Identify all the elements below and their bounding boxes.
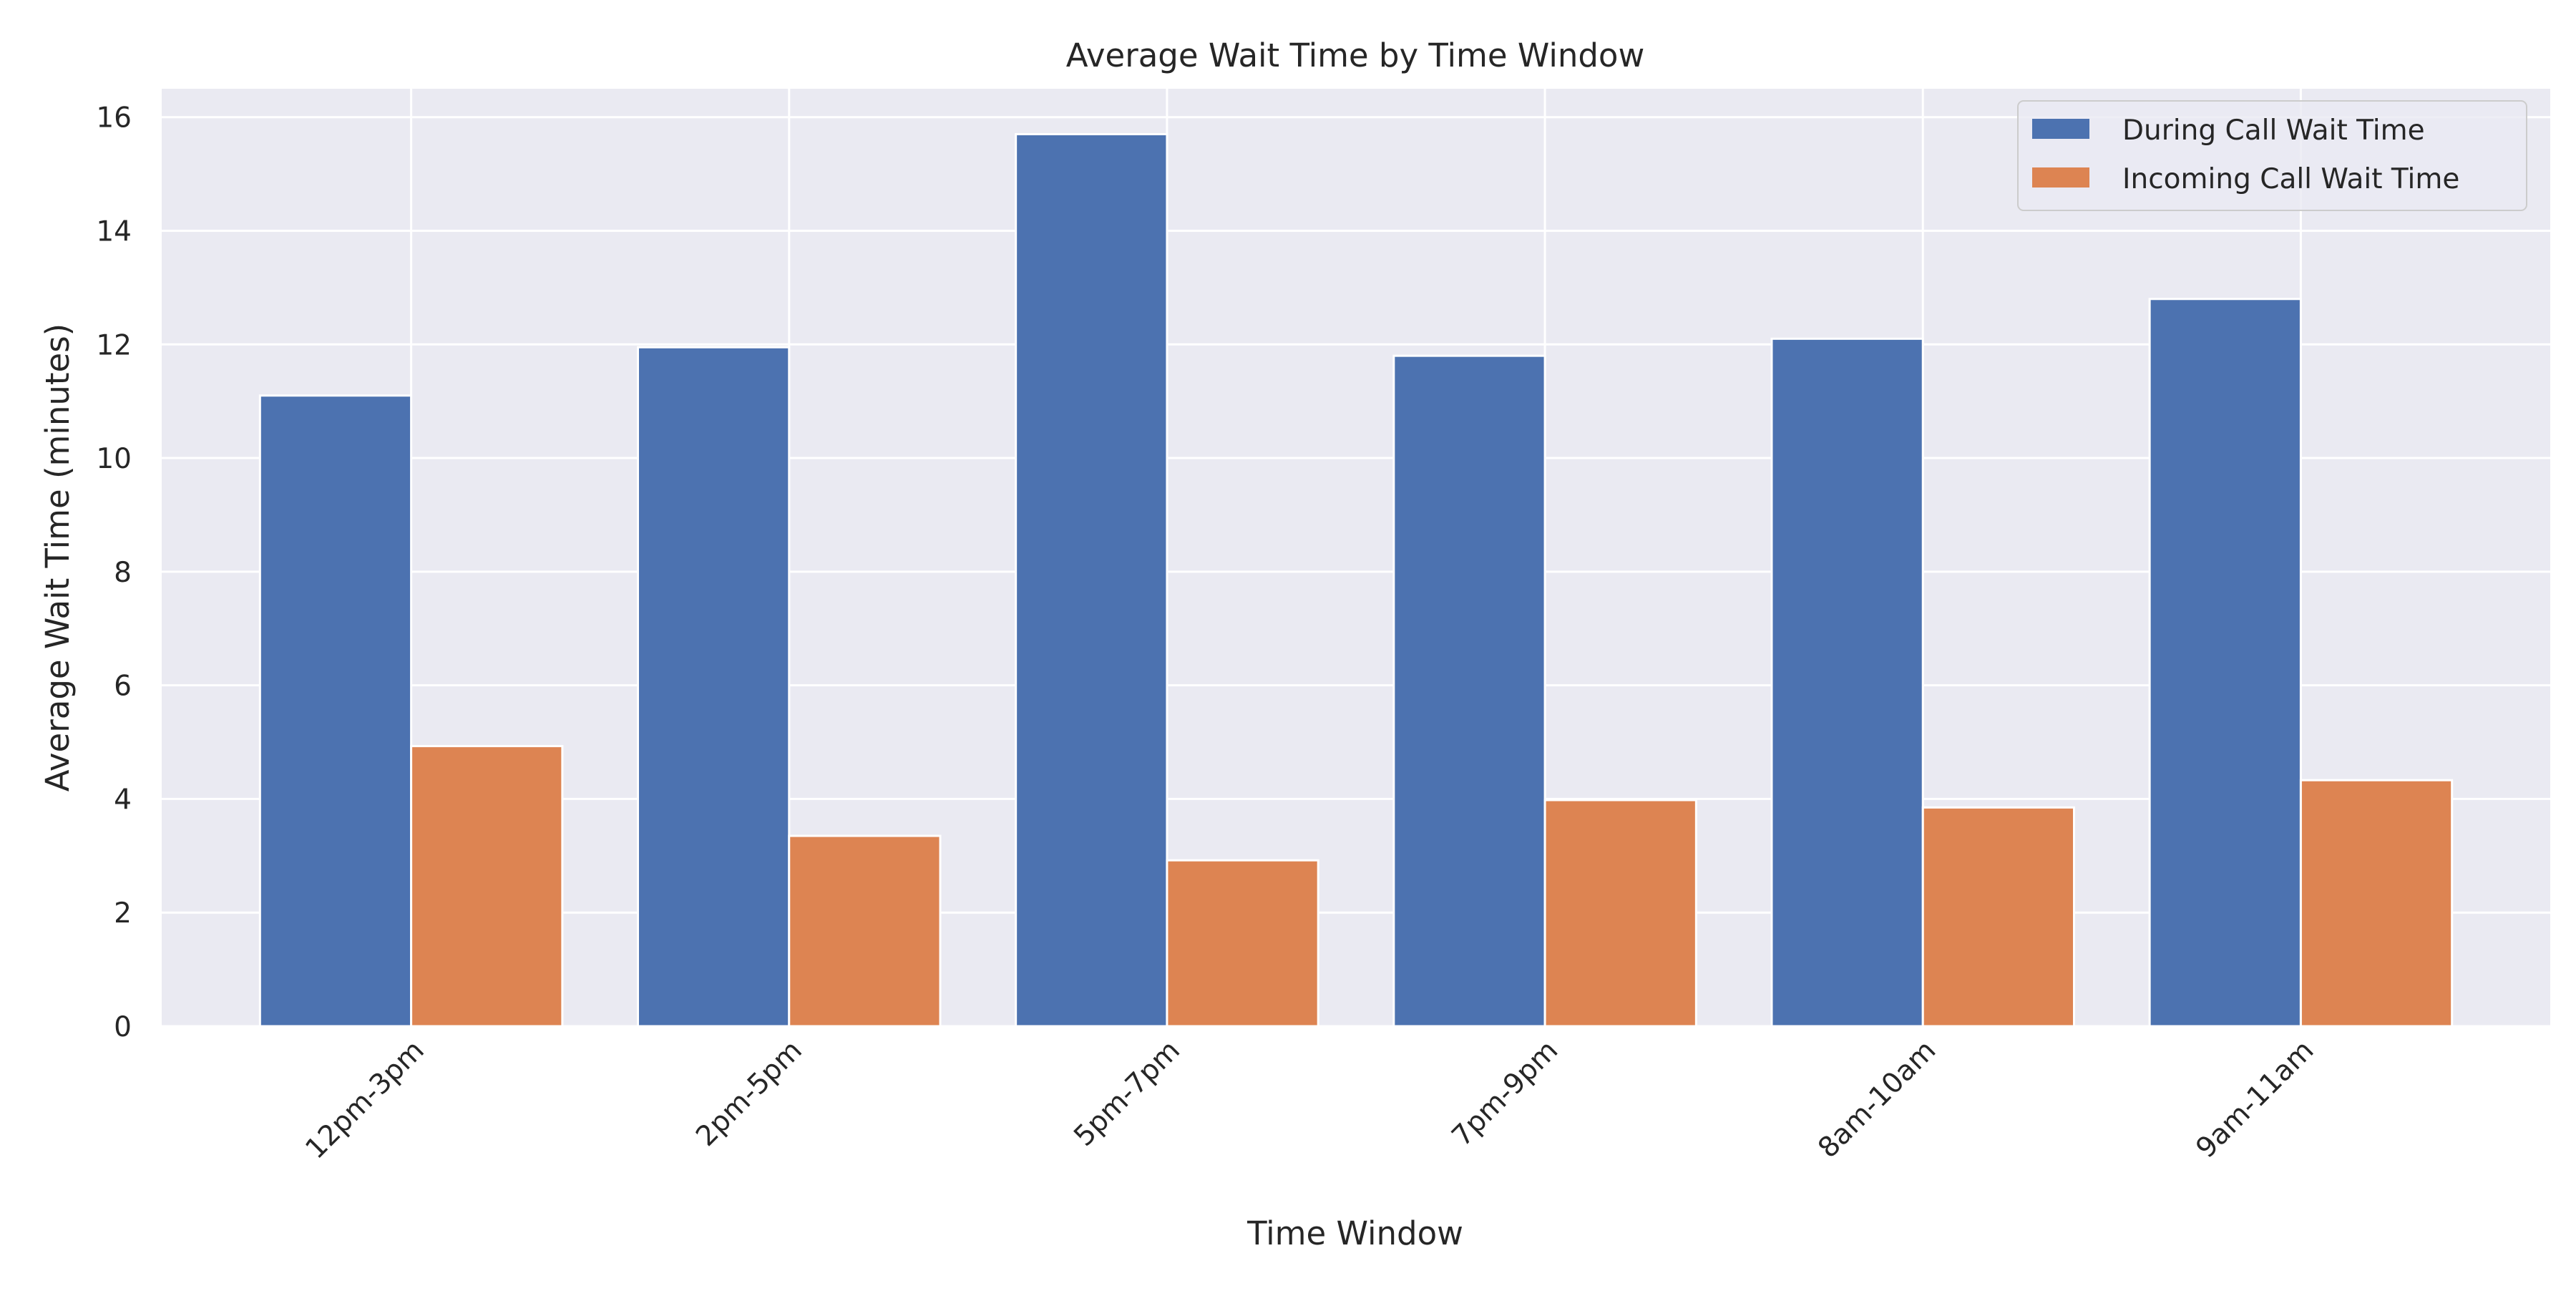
x-tick-label: 2pm-5pm — [690, 1034, 809, 1153]
x-tick-label: 8am-10am — [1812, 1034, 1942, 1164]
y-tick-label: 16 — [96, 102, 132, 135]
legend: During Call Wait Time Incoming Call Wait… — [2017, 100, 2527, 211]
bar-during-call-5pm-7pm — [1015, 133, 1169, 1028]
bar-incoming-call-9am-11am — [2299, 779, 2454, 1028]
x-axis-ticks: 12pm-3pm 2pm-5pm 5pm-7pm 7pm-9pm 8am-10am 9am… — [300, 1034, 2321, 1165]
y-tick-label: 0 — [114, 1011, 132, 1043]
x-axis-title: Time Window — [1246, 1214, 1463, 1252]
y-tick-label: 2 — [114, 897, 132, 930]
y-axis-title: Average Wait Time (minutes) — [39, 323, 77, 791]
bar-incoming-call-2pm-5pm — [788, 834, 942, 1028]
y-tick-label: 4 — [114, 784, 132, 816]
chart-title: Average Wait Time by Time Window — [1066, 36, 1645, 74]
y-tick-label: 10 — [96, 443, 132, 475]
bar-during-call-2pm-5pm — [636, 346, 791, 1028]
bar-during-call-7pm-9pm — [1392, 354, 1546, 1028]
x-tick-label: 7pm-9pm — [1446, 1034, 1565, 1153]
bar-incoming-call-8am-10am — [1921, 806, 2076, 1028]
x-tick-label: 9am-11am — [2190, 1034, 2321, 1164]
bar-incoming-call-5pm-7pm — [1166, 859, 1319, 1028]
x-tick-label: 12pm-3pm — [300, 1034, 431, 1165]
legend-box — [2017, 100, 2527, 211]
legend-swatch-during-call — [2032, 119, 2089, 139]
bar-during-call-12pm-3pm — [258, 394, 413, 1028]
bar-incoming-call-7pm-9pm — [1543, 799, 1697, 1028]
legend-label-incoming-call: Incoming Call Wait Time — [2122, 163, 2459, 195]
y-tick-label: 6 — [114, 671, 132, 703]
y-tick-label: 8 — [114, 557, 132, 589]
bar-incoming-call-12pm-3pm — [410, 745, 564, 1028]
bars — [258, 133, 2454, 1028]
y-tick-label: 14 — [96, 215, 132, 248]
bar-during-call-9am-11am — [2148, 298, 2302, 1028]
legend-label-during-call: During Call Wait Time — [2122, 115, 2425, 147]
bar-during-call-8am-10am — [1770, 337, 1924, 1028]
y-tick-label: 12 — [96, 329, 132, 361]
y-axis-ticks: 0 2 4 6 8 10 12 14 16 — [96, 102, 132, 1043]
x-tick-label: 5pm-7pm — [1068, 1034, 1186, 1153]
legend-swatch-incoming-call — [2032, 167, 2089, 187]
